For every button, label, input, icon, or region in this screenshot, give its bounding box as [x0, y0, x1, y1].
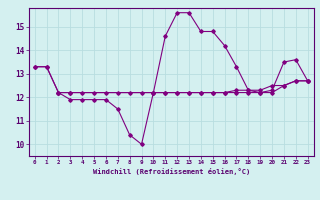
X-axis label: Windchill (Refroidissement éolien,°C): Windchill (Refroidissement éolien,°C) [92, 168, 250, 175]
